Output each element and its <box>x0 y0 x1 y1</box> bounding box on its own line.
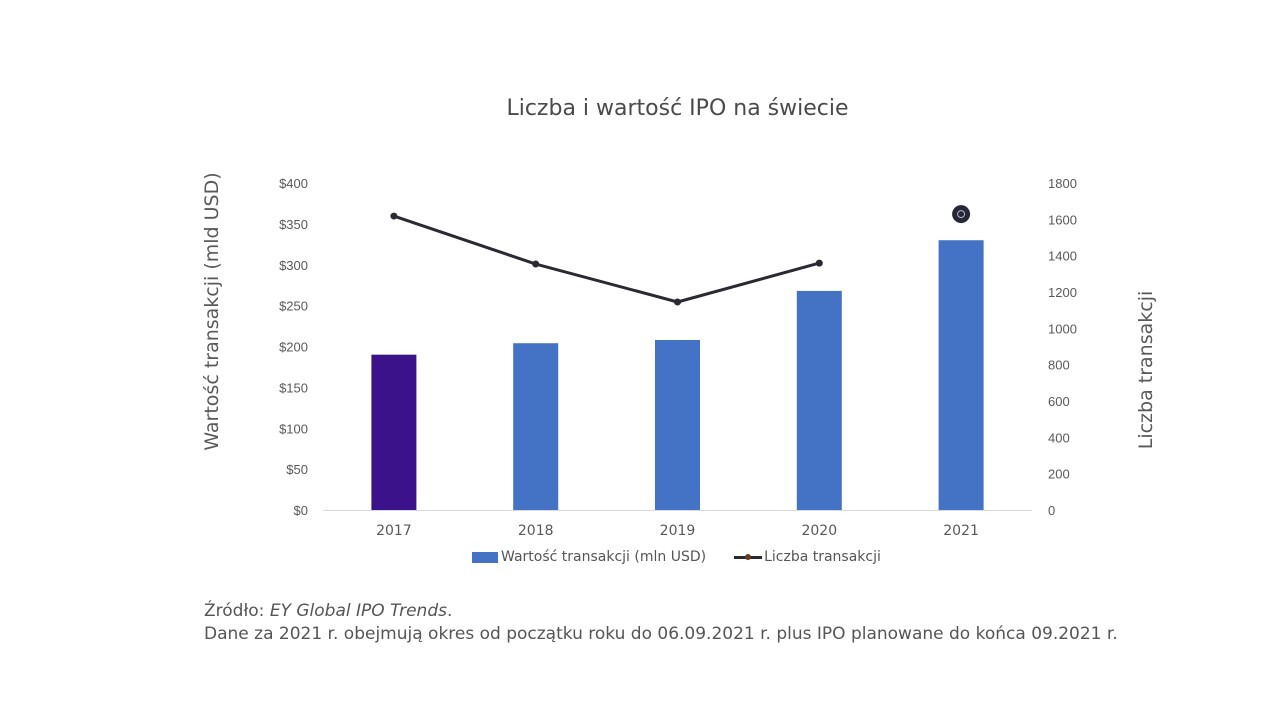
y-tick-right: 400 <box>1048 430 1070 445</box>
y-tick-left: $300 <box>279 258 308 273</box>
point-2019[interactable] <box>674 298 681 306</box>
x-tick: 2019 <box>660 523 696 539</box>
count-line <box>393 214 820 304</box>
legend-line-swatch <box>734 553 763 560</box>
x-tick: 2020 <box>801 523 837 539</box>
x-tick: 2018 <box>518 523 554 539</box>
legend-line-marker <box>745 553 752 560</box>
y-tick-left: $200 <box>279 340 308 355</box>
x-tick: 2017 <box>376 523 412 539</box>
legend: Wartość transakcji (mln USD) Liczba tran… <box>472 549 909 565</box>
point-2021[interactable] <box>952 205 971 224</box>
bar-2021[interactable] <box>938 240 984 510</box>
legend-item-value[interactable]: Wartość transakcji (mln USD) <box>472 549 706 565</box>
y-tick-left: $50 <box>286 462 308 477</box>
legend-label-value: Wartość transakcji (mln USD) <box>501 549 707 565</box>
source-line: Źródło: EY Global IPO Trends. <box>204 600 1118 623</box>
y-tick-left: $350 <box>279 217 308 232</box>
y-tick-right: 0 <box>1048 503 1055 518</box>
bar-2017[interactable] <box>371 354 417 510</box>
source-prefix: Źródło: <box>204 601 265 621</box>
y-tick-left: $150 <box>279 380 308 395</box>
y-axis-title-right: Liczba transakcji <box>1135 291 1157 450</box>
legend-item-count[interactable]: Liczba transakcji <box>734 549 881 565</box>
footer-notes: Źródło: EY Global IPO Trends. Dane za 20… <box>204 600 1118 646</box>
y-tick-right: 200 <box>1048 467 1070 482</box>
y-tick-right: 1400 <box>1048 249 1077 264</box>
y-tick-left: $0 <box>294 503 308 518</box>
point-2018[interactable] <box>532 260 540 268</box>
data-note: Dane za 2021 r. obejmują okres od począt… <box>204 624 1118 644</box>
bar-2019[interactable] <box>655 339 700 510</box>
legend-label-count: Liczba transakcji <box>764 549 881 565</box>
point-2017[interactable] <box>390 212 398 220</box>
y-tick-left: $250 <box>279 299 308 314</box>
bar-2018[interactable] <box>513 343 559 510</box>
chart-title: Liczba i wartość IPO na świecie <box>506 96 849 121</box>
x-tick: 2021 <box>943 523 979 539</box>
source-name: EY Global IPO Trends <box>269 601 447 621</box>
y-tick-left: $400 <box>279 176 308 191</box>
y-axis-title-left: Wartość transakcji (mld USD) <box>201 172 223 450</box>
y-tick-right: 1200 <box>1048 285 1077 300</box>
y-tick-left: $100 <box>279 421 308 436</box>
bar-2020[interactable] <box>796 290 842 510</box>
source-suffix: . <box>446 601 453 621</box>
y-tick-right: 600 <box>1048 394 1070 409</box>
y-tick-right: 1800 <box>1048 176 1077 191</box>
point-ring-2021 <box>957 210 966 219</box>
y-tick-right: 1000 <box>1048 321 1077 336</box>
point-2020[interactable] <box>815 259 823 267</box>
y-tick-right: 1600 <box>1048 212 1077 227</box>
y-tick-right: 800 <box>1048 358 1070 373</box>
legend-bar-swatch <box>472 551 498 563</box>
